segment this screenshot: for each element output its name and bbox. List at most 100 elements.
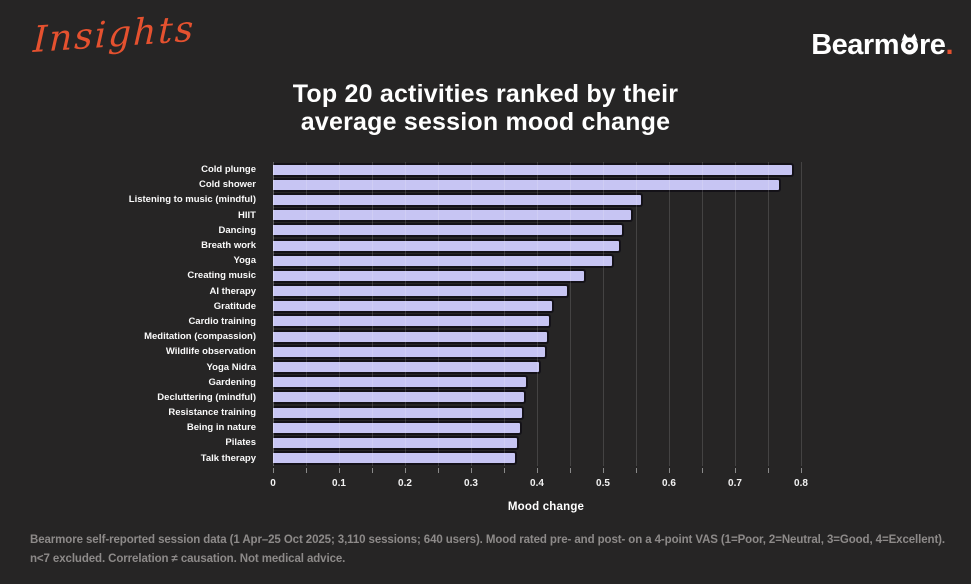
tick-label: 0.5 <box>596 478 610 489</box>
bearmore-wordmark-post: re <box>919 28 946 61</box>
tick-mark <box>471 468 472 473</box>
bar-row <box>273 405 819 420</box>
gridline <box>372 162 373 466</box>
bar-hiit <box>273 208 633 223</box>
y-axis-line <box>273 162 274 466</box>
gridline <box>768 162 769 466</box>
footnote-line1: Bearmore self-reported session data (1 A… <box>30 534 946 546</box>
tick-label: 0.8 <box>794 478 808 489</box>
footnote-line2: n<7 excluded. Correlation ≠ causation. N… <box>30 552 346 565</box>
plot-area <box>273 162 819 466</box>
footnote: Bearmore self-reported session data (1 A… <box>30 531 945 568</box>
chart-title-line2: average session mood change <box>300 108 671 136</box>
chart-title: Top 20 activities ranked by their averag… <box>0 80 971 136</box>
y-axis-label: Yoga <box>233 255 256 267</box>
gridline <box>471 162 472 466</box>
x-axis-title: Mood change <box>507 501 585 513</box>
gridline <box>669 162 670 466</box>
gridline <box>702 162 703 466</box>
tick-mark <box>669 468 670 473</box>
tick-label: 0.6 <box>662 478 676 489</box>
tick-mark <box>504 468 505 473</box>
bar-row <box>273 359 819 375</box>
y-axis-label: Cold plunge <box>201 164 256 176</box>
bar-row <box>273 208 819 223</box>
bearmore-wordmark-pre: Bearm <box>811 28 900 61</box>
gridline <box>405 162 406 466</box>
bar-row <box>273 223 819 238</box>
tick-mark <box>603 468 604 473</box>
gridline <box>306 162 307 466</box>
bar-row <box>273 238 819 253</box>
bar-resistance-training <box>273 405 524 420</box>
bar-row <box>273 299 819 314</box>
bar-row <box>273 177 819 192</box>
tick-mark <box>438 468 439 473</box>
bar-breath-work <box>273 238 621 253</box>
bear-face-icon <box>900 30 919 63</box>
tick-mark <box>339 468 340 473</box>
tick-label: 0.7 <box>728 478 742 489</box>
y-axis-label: Breath work <box>201 240 256 252</box>
gridline <box>537 162 538 466</box>
y-axis-label: Gardening <box>208 376 256 388</box>
gridline <box>504 162 505 466</box>
bearmore-wordmark-dot: . <box>945 28 953 61</box>
bar-row <box>273 435 819 450</box>
y-axis-label: Being in nature <box>186 422 256 434</box>
y-axis-label: Decluttering (mindful) <box>157 391 256 403</box>
bar-ai-therapy <box>273 284 570 299</box>
y-axis-label: Talk therapy <box>200 452 256 464</box>
insights-logo: Insights <box>32 8 196 62</box>
bar-dancing <box>273 223 625 238</box>
tick-label: 0.1 <box>332 478 346 489</box>
tick-mark <box>372 468 373 473</box>
tick-label: 0.4 <box>530 478 544 489</box>
bar-row <box>273 253 819 268</box>
bar-row <box>273 192 819 207</box>
tick-label: 0 <box>270 478 276 489</box>
bar-row <box>273 344 819 359</box>
bar-row <box>273 390 819 405</box>
bar-row <box>273 451 819 466</box>
x-axis: 0 0.1 0.2 0.3 0.4 0.5 0.6 0.7 0.8 <box>270 466 819 496</box>
tick-mark <box>306 468 307 473</box>
gridline <box>636 162 637 466</box>
y-axis-label: Cardio training <box>188 315 256 327</box>
bar-cold-shower <box>273 177 782 192</box>
chart-title-line1: Top 20 activities ranked by their <box>292 80 679 108</box>
y-axis-label: HIIT <box>238 209 256 221</box>
bar-pilates <box>273 435 520 450</box>
bar-row <box>273 314 819 329</box>
tick-mark <box>273 468 274 473</box>
y-axis-label: AI therapy <box>209 285 256 297</box>
y-axis-label: Yoga Nidra <box>206 361 256 373</box>
tick-mark <box>801 468 802 473</box>
y-axis-label: Cold shower <box>198 179 256 191</box>
y-axis-label: Meditation (compassion) <box>144 331 256 343</box>
y-axis-label: Creating music <box>187 270 256 282</box>
bar-talk-therapy <box>273 451 517 466</box>
bar-listening-to-music-mindful- <box>273 192 643 207</box>
bar-creating-music <box>273 268 586 283</box>
tick-mark <box>537 468 538 473</box>
y-axis-label: Pilates <box>225 437 256 449</box>
bar-cardio-training <box>273 314 551 329</box>
gridline <box>438 162 439 466</box>
bar-gratitude <box>273 299 554 314</box>
bar-being-in-nature <box>273 420 523 435</box>
bar-chart: Cold plunge Cold shower Listening to music… <box>0 160 971 520</box>
y-axis-label: Listening to music (mindful) <box>128 194 256 206</box>
y-axis-label: Gratitude <box>213 300 256 312</box>
gridline <box>801 162 802 466</box>
bar-row <box>273 329 819 344</box>
bar-row <box>273 284 819 299</box>
gridline <box>570 162 571 466</box>
tick-mark <box>768 468 769 473</box>
gridline <box>603 162 604 466</box>
bar-meditation-compassion- <box>273 329 549 344</box>
bar-row <box>273 268 819 283</box>
tick-mark <box>636 468 637 473</box>
bar-row <box>273 420 819 435</box>
bar-gardening <box>273 375 529 390</box>
